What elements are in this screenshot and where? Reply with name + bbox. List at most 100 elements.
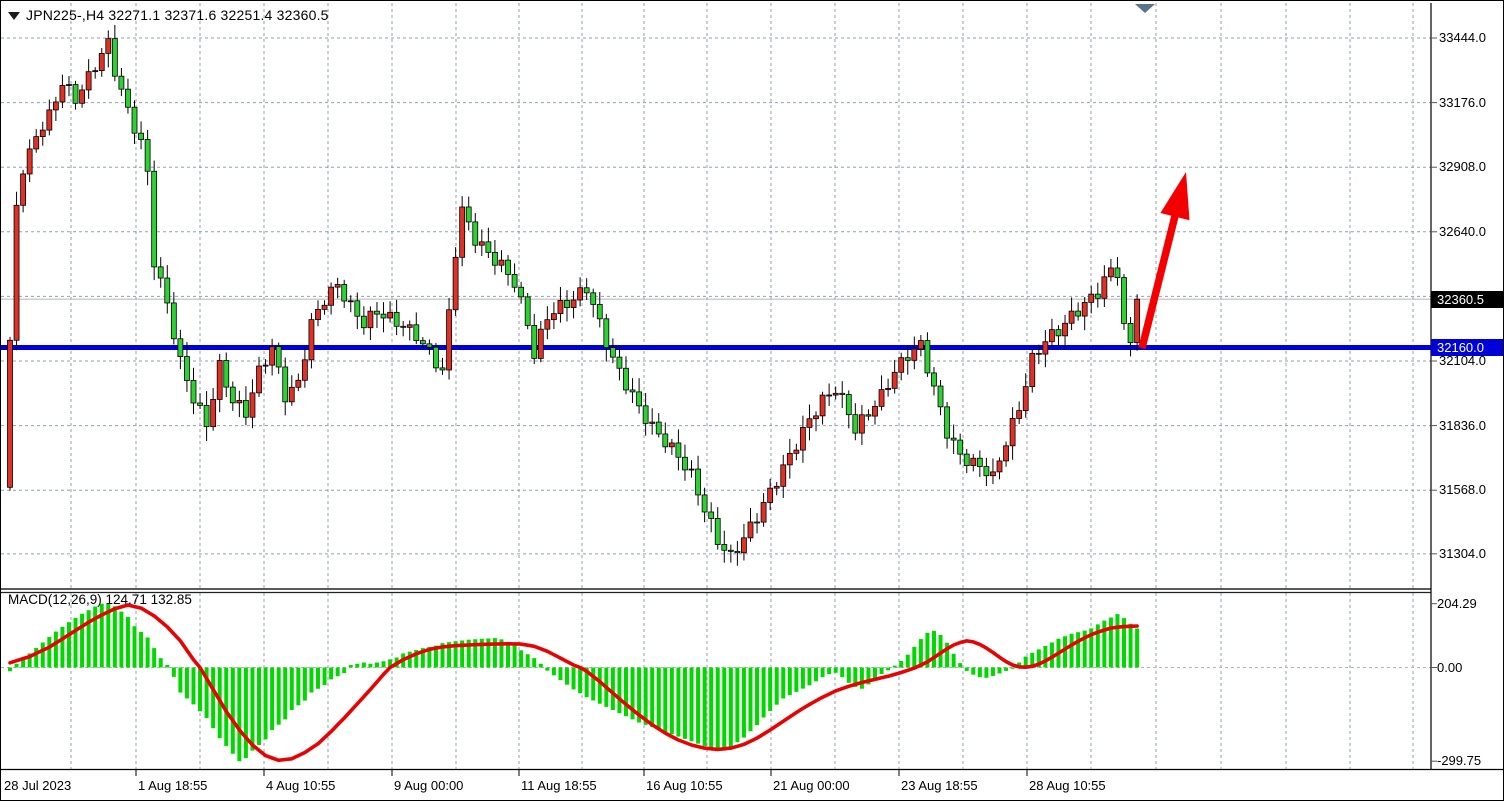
macd-histogram-bar: [892, 665, 897, 668]
candle-body: [406, 324, 413, 328]
candle-body: [531, 325, 538, 359]
candle-body: [878, 389, 885, 407]
candle-body: [813, 415, 819, 420]
candle-body: [636, 391, 642, 407]
macd-axis-label: 0.00: [1437, 659, 1463, 675]
candle-body: [256, 365, 262, 394]
price-axis-label: 33444.0: [1439, 30, 1486, 45]
macd-histogram-bar: [702, 667, 707, 746]
candle-body: [1049, 329, 1055, 343]
candle-body: [734, 550, 741, 554]
macd-histogram-bar: [191, 667, 196, 705]
macd-histogram-bar: [1082, 630, 1087, 668]
candle-body: [472, 221, 479, 246]
candle-body: [695, 468, 701, 496]
price-axis-label: 32640.0: [1439, 223, 1486, 239]
macd-histogram-bar: [781, 667, 786, 699]
macd-indicator-label: MACD(12,26,9) 124.71 132.85: [8, 592, 192, 607]
candle-body: [537, 328, 544, 359]
trend-arrow-head[interactable]: [1160, 172, 1190, 221]
candle-body: [609, 347, 616, 358]
macd-histogram-bar: [355, 663, 360, 668]
macd-histogram-bar: [296, 667, 301, 706]
candle-body: [557, 300, 564, 315]
macd-histogram-bar: [925, 632, 930, 668]
macd-histogram-bar: [879, 667, 884, 675]
candle-body: [367, 310, 374, 329]
candle-body: [1134, 298, 1141, 344]
macd-histogram-bar: [309, 667, 314, 693]
candle-body: [1108, 267, 1114, 278]
macd-histogram-bar: [492, 638, 497, 668]
macd-histogram-bar: [1023, 656, 1028, 668]
candle-body: [1114, 267, 1121, 278]
candle-body: [334, 284, 341, 288]
macd-histogram-bar: [656, 667, 661, 730]
candle-body: [1081, 301, 1088, 317]
macd-histogram-bar: [447, 642, 452, 668]
candle-body: [583, 287, 590, 294]
macd-histogram-bar: [696, 667, 701, 744]
macd-histogram-bar: [931, 630, 936, 668]
macd-histogram-bar: [833, 667, 838, 673]
macd-histogram-bar: [453, 641, 458, 668]
macd-histogram-bar: [1043, 645, 1048, 668]
candle-body: [203, 404, 210, 428]
candle-body: [1075, 310, 1082, 317]
candle-body: [347, 300, 354, 303]
candle-body: [944, 406, 950, 439]
candle-body: [52, 101, 59, 111]
macd-histogram-bar: [473, 639, 478, 668]
candle-body: [151, 170, 158, 268]
candle-body: [1121, 277, 1127, 324]
macd-histogram-bar: [1010, 667, 1015, 669]
candle-body: [288, 386, 295, 403]
macd-histogram-bar: [990, 667, 995, 676]
macd-histogram-bar: [270, 667, 275, 730]
candle-body: [301, 359, 308, 381]
macd-histogram-bar: [571, 667, 576, 690]
macd-histogram-bar: [99, 603, 104, 668]
macd-histogram-bar: [198, 667, 203, 712]
macd-histogram-bar: [774, 667, 779, 705]
macd-histogram-bar: [669, 667, 674, 735]
candle-body: [839, 392, 846, 395]
macd-histogram-bar: [243, 667, 248, 759]
macd-histogram-bar: [551, 667, 556, 676]
macd-histogram-bar: [158, 658, 163, 668]
candle-body: [131, 106, 138, 134]
macd-histogram-bar: [374, 662, 379, 668]
macd-histogram-bar: [381, 661, 386, 668]
macd-histogram-bar: [689, 667, 694, 742]
candle-body: [642, 405, 649, 424]
candle-body: [1101, 276, 1108, 299]
macd-histogram-bar: [276, 667, 281, 725]
chart-title-bar: JPN225-,H4 32271.1 32371.6 32251.4 32360…: [8, 7, 329, 23]
candle-body: [98, 53, 105, 72]
macd-histogram-bar: [610, 667, 615, 710]
candle-body: [721, 544, 728, 551]
candle-body: [144, 139, 151, 172]
macd-histogram-bar: [1030, 652, 1035, 668]
candle-body: [760, 502, 767, 523]
candle-body: [492, 251, 498, 266]
macd-histogram-bar: [388, 659, 393, 668]
macd-histogram-bar: [1076, 632, 1081, 668]
macd-histogram-bar: [322, 667, 327, 685]
candle-body: [190, 380, 197, 404]
macd-histogram-bar: [637, 667, 642, 723]
trend-arrow-shaft[interactable]: [1138, 207, 1181, 349]
candle-body: [701, 494, 708, 513]
macd-histogram-bar: [945, 642, 950, 668]
candle-body: [459, 206, 466, 258]
candle-body: [269, 346, 276, 366]
chart-shift-marker-icon[interactable]: [1135, 4, 1155, 13]
candle-body: [524, 296, 531, 326]
symbol-ohlc-title: JPN225-,H4 32271.1 32371.6 32251.4 32360…: [26, 7, 329, 23]
symbol-dropdown-icon[interactable]: [8, 12, 20, 20]
macd-histogram-bar: [184, 667, 189, 699]
macd-histogram-bar: [807, 667, 812, 686]
candle-body: [308, 319, 315, 361]
